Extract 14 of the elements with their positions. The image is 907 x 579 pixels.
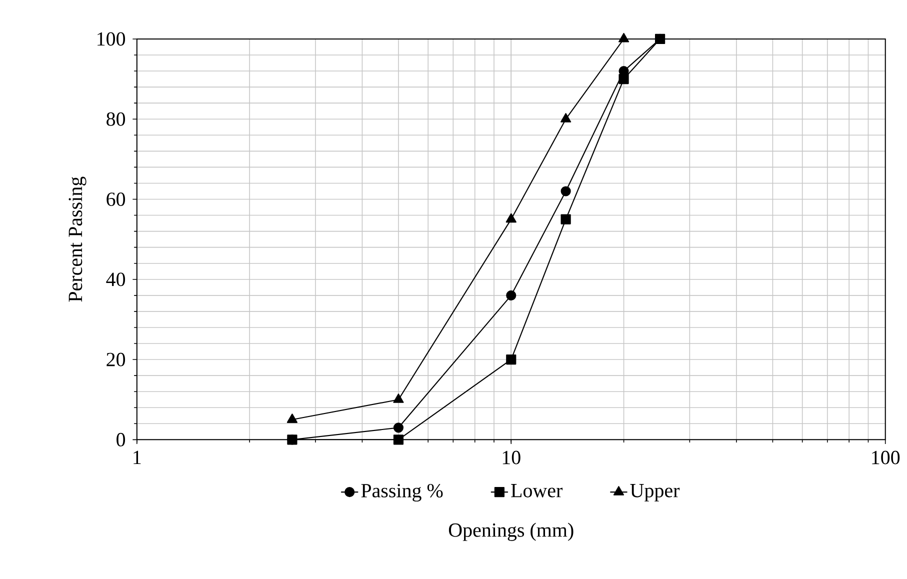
y-axis-title: Percent Passing — [68, 176, 86, 302]
y-tick-label: 80 — [106, 112, 126, 126]
legend-label: Upper — [630, 484, 680, 502]
y-tick-label: 100 — [98, 32, 126, 46]
x-axis-title: Openings (mm) — [448, 522, 574, 542]
x-tick-label: 1 — [134, 451, 141, 464]
legend-label: Lower — [511, 484, 562, 498]
x-tick-label: 100 — [872, 451, 900, 464]
y-tick-label: 20 — [106, 353, 126, 366]
legend-label: Passing % — [361, 484, 443, 502]
x-tick-label: 10 — [502, 451, 520, 464]
y-tick-label: 40 — [106, 272, 126, 286]
y-tick-label: 60 — [106, 192, 126, 206]
y-tick-label: 0 — [116, 433, 126, 447]
